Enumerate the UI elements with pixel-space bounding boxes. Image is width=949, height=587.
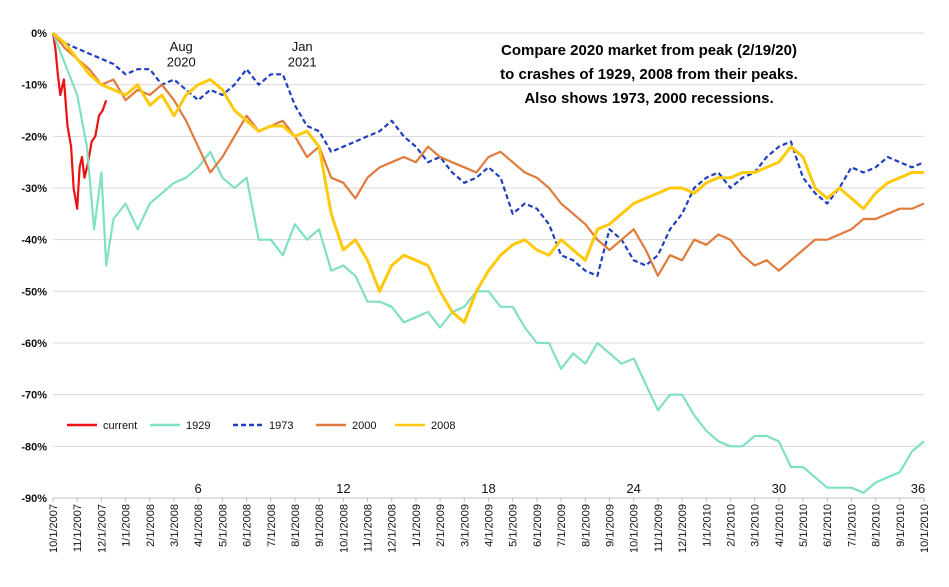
chart-title: Compare 2020 market from peak (2/19/20) t…: [500, 42, 798, 107]
x-tick-label: 4/1/2010: [774, 504, 786, 547]
series-line-2008: [52, 31, 924, 324]
y-tick-label: -60%: [21, 338, 47, 350]
annotation-label: 2021: [288, 55, 317, 70]
legend-label: current: [103, 420, 137, 432]
month-marker-label: 24: [626, 481, 640, 496]
x-tick-label: 1/1/2009: [411, 504, 423, 547]
x-tick-label: 5/1/2010: [798, 504, 810, 547]
x-tick-label: 6/1/2009: [532, 504, 544, 547]
x-tick-label: 3/1/2008: [169, 504, 181, 547]
x-tick-label: 12/1/2008: [387, 504, 399, 553]
x-tick-label: 9/1/2009: [604, 504, 616, 547]
x-tick-label: 10/1/2008: [338, 504, 350, 553]
series-line-current: [51, 32, 108, 210]
x-tick-label: 11/1/2007: [72, 504, 84, 552]
x-tick-label: 2/1/2009: [435, 504, 447, 547]
x-tick-label: 11/1/2008: [363, 504, 375, 552]
y-tick-label: 0%: [31, 28, 47, 40]
y-tick-label: -70%: [21, 390, 47, 402]
month-marker-label: 6: [195, 481, 202, 496]
legend-label: 2000: [352, 420, 376, 432]
x-tick-label: 3/1/2010: [750, 504, 762, 547]
x-tick-label: 7/1/2010: [846, 504, 858, 547]
annotation-label: Jan: [292, 39, 313, 54]
x-tick-label: 3/1/2009: [459, 504, 471, 547]
annotation-label: Aug: [170, 39, 193, 54]
month-marker-label: 18: [481, 481, 495, 496]
y-axis-ticks: 0% -10% -20% -30% -40% -50% -60% -70% -80% -90%: [21, 28, 47, 505]
x-tick-label: 2/1/2008: [145, 504, 157, 547]
x-tick-label: 8/1/2010: [871, 504, 883, 547]
y-tick-label: -20%: [21, 131, 47, 143]
legend-label: 2008: [431, 420, 455, 432]
x-tick-label: 8/1/2009: [580, 504, 592, 547]
x-tick-label: 4/1/2008: [193, 504, 205, 547]
x-tick-label: 4/1/2009: [484, 504, 496, 547]
chart-title-line: Also shows 1973, 2000 recessions.: [524, 90, 773, 107]
x-tick-label: 1/1/2008: [121, 504, 133, 547]
x-tick-label: 5/1/2008: [217, 504, 229, 547]
x-tick-label: 11/1/2009: [653, 504, 665, 552]
month-markers: 6 12 18 24 30 36: [195, 481, 926, 496]
x-tick-label: 10/1/2009: [629, 504, 641, 553]
month-marker-label: 36: [911, 481, 925, 496]
x-tick-label: 1/1/2010: [701, 504, 713, 547]
chart-title-line: Compare 2020 market from peak (2/19/20): [501, 42, 797, 59]
x-tick-label: 9/1/2010: [895, 504, 907, 547]
x-tick-label: 9/1/2008: [314, 504, 326, 547]
x-tick-label: 12/1/2009: [677, 504, 689, 553]
x-tick-label: 7/1/2009: [556, 504, 568, 547]
x-tick-label: 6/1/2008: [242, 504, 254, 547]
x-tick-label: 8/1/2008: [290, 504, 302, 547]
y-tick-label: -80%: [21, 441, 47, 453]
series-line-1973: [52, 32, 925, 277]
x-tick-label: 7/1/2008: [266, 504, 278, 547]
legend-label: 1973: [269, 420, 293, 432]
x-tick-label: 6/1/2010: [822, 504, 834, 547]
y-tick-label: -30%: [21, 183, 47, 195]
y-tick-label: -90%: [21, 493, 47, 505]
series-lines: [51, 31, 925, 494]
annotation-label: 2020: [167, 55, 196, 70]
x-axis-ticks: 10/1/2007 11/1/2007 12/1/2007 1/1/2008 2/1/2…: [48, 498, 931, 553]
x-tick-label: 10/1/2007: [48, 504, 60, 553]
y-tick-label: -50%: [21, 286, 47, 298]
x-tick-label: 2/1/2010: [725, 504, 737, 547]
legend-label: 1929: [186, 420, 210, 432]
y-tick-label: -40%: [21, 235, 47, 247]
series-line-2000: [52, 32, 925, 277]
y-tick-label: -10%: [21, 80, 47, 92]
x-tick-label: 10/1/2010: [919, 504, 931, 553]
month-marker-label: 12: [336, 481, 350, 496]
chart-title-line: to crashes of 1929, 2008 from their peak…: [500, 66, 798, 83]
month-marker-label: 30: [772, 481, 786, 496]
x-tick-label: 12/1/2007: [96, 504, 108, 553]
legend: current 1929 1973 2000 2008: [67, 420, 455, 432]
x-tick-label: 5/1/2009: [508, 504, 520, 547]
